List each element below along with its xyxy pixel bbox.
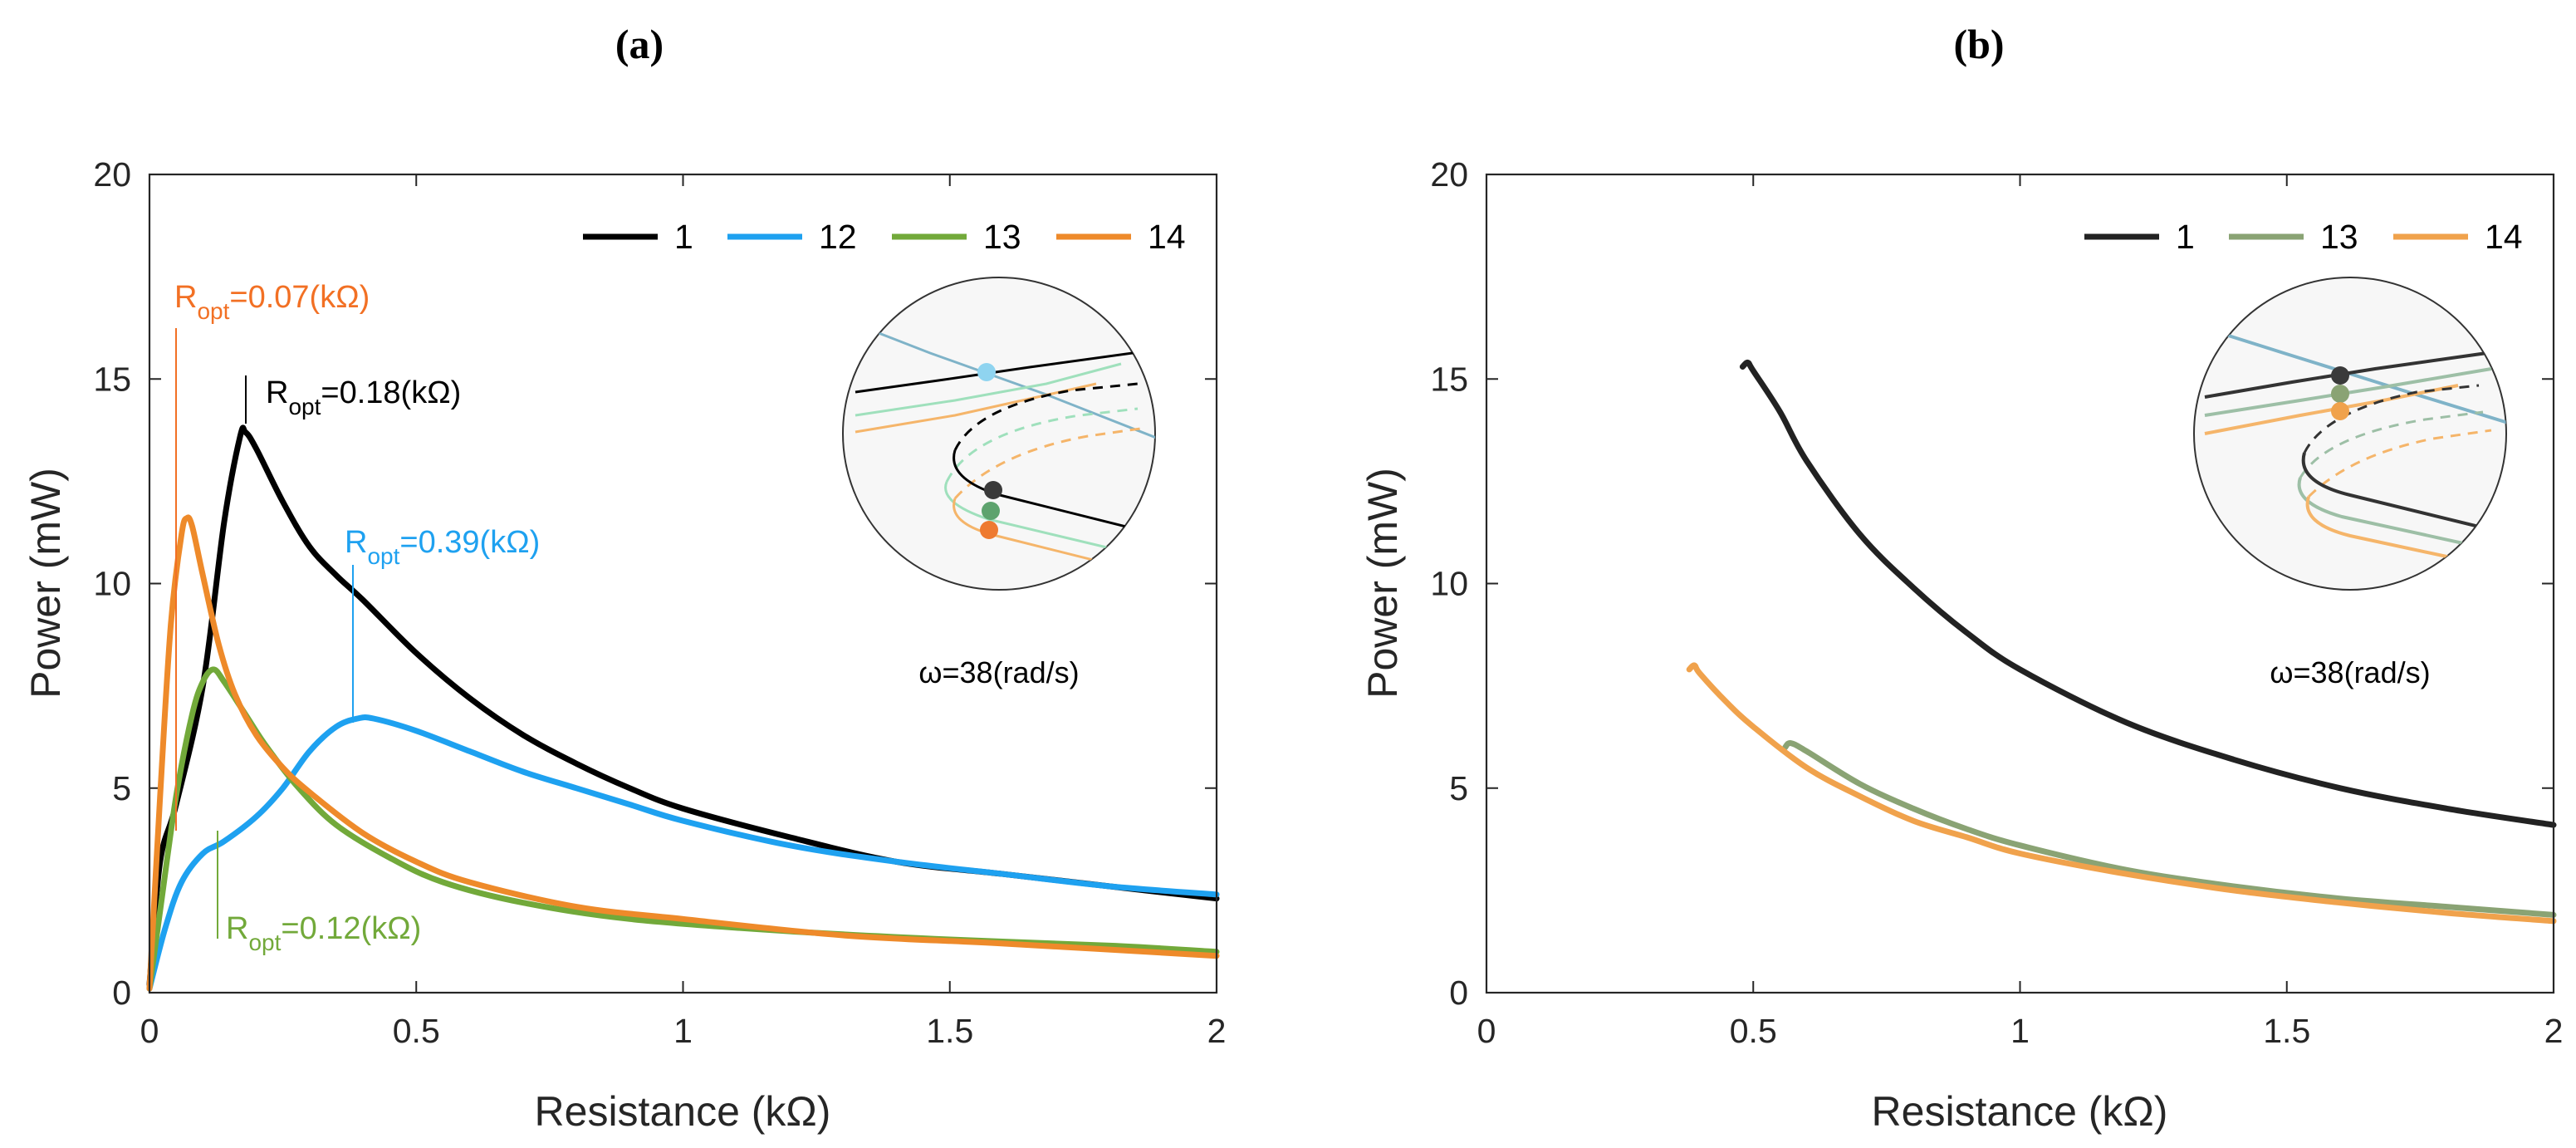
annotation-ropt: Ropt=0.18(kΩ) [266,375,461,419]
legend-label-14: 14 [1148,218,1186,256]
panel-b-label: (b) [1953,21,2004,67]
x-tick-label: 0.5 [1730,1012,1777,1050]
y-tick-label: 0 [1449,974,1468,1012]
y-tick-label: 10 [93,565,131,603]
x-tick-label: 1.5 [926,1012,973,1050]
inset-olive-dot [2331,385,2349,403]
inset-circle [842,277,1156,591]
inset-black-dot [984,481,1002,499]
x-tick-label: 2 [2544,1012,2564,1050]
inset-orange-dot [980,521,998,539]
panel-a-ylabel: Power (mW) [22,468,69,699]
x-tick-label: 0 [140,1012,159,1050]
inset-blue-dot [977,363,996,381]
inset-dark-lower [2301,452,2506,537]
y-tick-label: 20 [1430,155,1468,194]
inset-olive-dashed [2299,410,2484,478]
legend-label-1: 1 [674,218,693,256]
legend-label-1: 1 [2176,218,2195,256]
panel-b-ylabel: Power (mW) [1359,468,1406,699]
panel-b-inset: ω=38(rad/s) [2193,277,2507,689]
panel-b-xlabel: Resistance (kΩ) [1872,1088,2168,1135]
legend-label-13: 13 [983,218,1021,256]
legend-label-13: 13 [2320,218,2358,256]
panel-a-legend: 1 12 13 14 [583,218,1186,256]
inset-orange-lower [2305,496,2506,573]
inset-orange-dot [2331,402,2349,420]
panel-b-series [1686,359,2557,925]
y-tick-label: 15 [1430,360,1468,398]
panel-b-legend: 1 13 14 [2084,218,2523,256]
panel-a-axes-box [148,173,1218,994]
x-tick-label: 1 [2010,1012,2030,1050]
series-line-12 [146,714,1220,992]
inset-orange-dashed [953,426,1147,500]
y-tick-label: 10 [1430,565,1468,603]
inset-green-upper [855,362,1122,417]
y-tick-label: 20 [93,155,131,194]
inset-caption: ω=38(rad/s) [918,655,1079,689]
panel-b-axes-box [1485,173,2555,994]
legend-label-12: 12 [819,218,857,256]
inset-orange-dashed [2307,429,2492,498]
series-line-1 [1739,359,2557,828]
annotation-ropt: Ropt=0.12(kΩ) [226,911,421,955]
y-tick-label: 0 [112,974,131,1012]
x-tick-label: 0 [1477,1012,1496,1050]
inset-black-dashed [953,382,1139,451]
inset-circle [2193,277,2507,591]
legend-label-14: 14 [2485,218,2523,256]
panel-a-xlabel: Resistance (kΩ) [535,1088,831,1135]
y-tick-label: 15 [93,360,131,398]
x-tick-label: 1 [673,1012,693,1050]
y-tick-label: 5 [1449,769,1468,807]
x-tick-label: 0.5 [393,1012,440,1050]
inset-green-dot [982,502,1000,520]
inset-caption: ω=38(rad/s) [2270,655,2430,689]
y-tick-label: 5 [112,769,131,807]
panel-a-annotations: Ropt=0.07(kΩ) Ropt=0.18(kΩ) Ropt=0.39(kΩ) R… [174,280,540,955]
inset-dark-dot [2331,366,2349,385]
inset-green-dashed [945,407,1139,483]
panel-a-inset: ω=38(rad/s) [842,277,1156,689]
series-line-14 [1686,662,2557,925]
x-tick-label: 1.5 [2263,1012,2310,1050]
panel-a-label: (a) [615,21,664,67]
annotation-ropt: Ropt=0.07(kΩ) [174,280,370,324]
annotation-ropt: Ropt=0.39(kΩ) [345,525,540,569]
series-line-13 [1782,740,2557,918]
x-tick-label: 2 [1207,1012,1227,1050]
